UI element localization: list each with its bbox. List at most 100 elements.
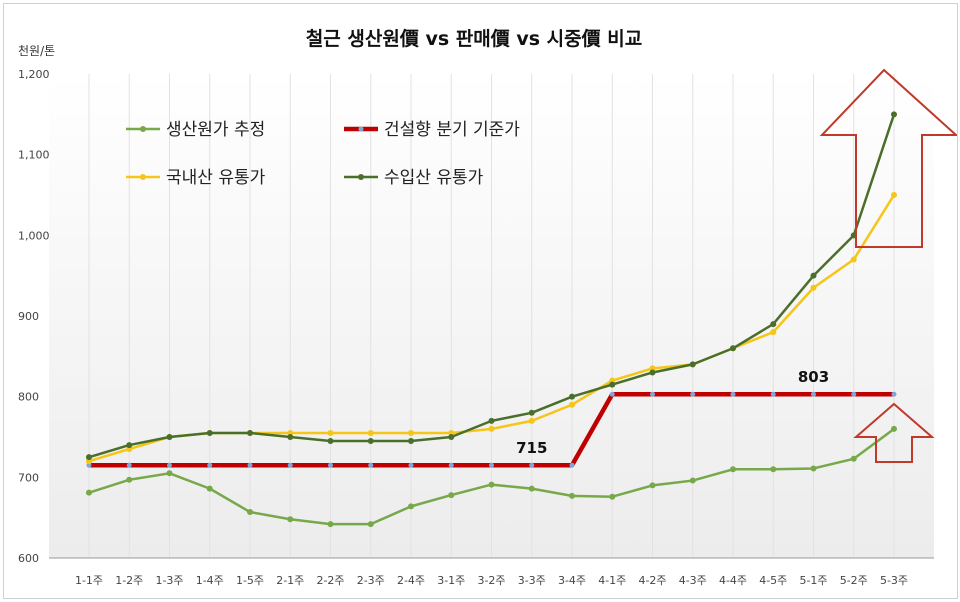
x-tick-5-3주: 5-3주	[880, 574, 908, 587]
data-point-3-10	[488, 417, 495, 424]
x-tick-3-1주: 3-1주	[437, 574, 465, 587]
data-label-803: 803	[798, 368, 829, 386]
series-0	[86, 425, 897, 528]
data-point-1-4	[247, 462, 253, 468]
data-point-3-14	[649, 369, 656, 376]
x-tick-1-1주: 1-1주	[75, 574, 103, 587]
data-point-3-18	[810, 272, 817, 279]
data-point-0-5	[287, 516, 294, 523]
data-label-715: 715	[516, 439, 547, 457]
data-point-0-18	[810, 465, 817, 472]
x-tick-4-4주: 4-4주	[719, 574, 747, 587]
x-tick-2-1주: 2-1주	[276, 574, 304, 587]
legend-label-construction-price: 건설향 분기 기준가	[384, 120, 520, 140]
data-point-0-14	[649, 482, 656, 489]
y-tick-1,000: 1,000	[18, 229, 50, 242]
data-point-3-9	[448, 434, 455, 440]
series-1	[86, 391, 897, 468]
x-tick-1-5주: 1-5주	[236, 574, 264, 587]
data-point-0-16	[730, 466, 736, 473]
data-point-2-10	[488, 425, 495, 432]
data-point-3-0	[86, 454, 92, 461]
data-point-3-2	[166, 434, 173, 440]
data-point-0-2	[166, 470, 173, 477]
series-layer	[86, 111, 897, 528]
data-point-1-1	[126, 462, 132, 468]
data-point-3-7	[367, 438, 374, 445]
x-tick-labels: 1-1주 1-2주 1-3주 1-4주 1-5주 2-1주 2-2주 2-3주 2-4주 3-1주…	[75, 574, 908, 587]
x-tick-1-4주: 1-4주	[196, 574, 224, 587]
x-tick-3-4주: 3-4주	[558, 574, 586, 587]
x-tick-1-3주: 1-3주	[155, 574, 183, 587]
data-point-1-18	[811, 391, 816, 397]
small-up-arrow	[853, 402, 935, 463]
data-point-1-7	[368, 462, 374, 468]
x-tick-1-2주: 1-2주	[115, 574, 143, 587]
data-point-1-5	[287, 462, 293, 468]
legend-marker-production-cost	[140, 126, 146, 132]
x-tick-5-1주: 5-1주	[799, 574, 827, 587]
data-point-0-1	[126, 476, 133, 483]
data-point-2-18	[810, 284, 817, 291]
data-point-0-19	[850, 455, 857, 462]
data-point-0-8	[408, 503, 414, 510]
data-point-3-4	[247, 429, 253, 436]
y-axis-label: 천원/톤	[18, 43, 55, 58]
data-point-3-6	[327, 438, 334, 445]
chart-frame: 600 700 800 900 1,000 1,100 1,200 1-1주 1-2주 1-3주…	[3, 3, 959, 599]
data-point-0-20	[891, 425, 897, 432]
data-point-1-0	[86, 462, 92, 468]
data-point-0-17	[770, 466, 777, 473]
y-tick-700: 700	[18, 471, 39, 484]
legend-marker-import-price	[358, 174, 364, 180]
data-point-1-9	[448, 462, 454, 468]
x-tick-3-3주: 3-3주	[518, 574, 546, 587]
data-point-3-1	[126, 442, 133, 449]
data-point-3-5	[287, 434, 294, 440]
chart-title: 철근 생산원價 vs 판매價 vs 시중價 비교	[306, 27, 642, 50]
data-point-0-12	[569, 492, 575, 499]
data-point-0-3	[206, 485, 213, 492]
y-tick-600: 600	[18, 552, 39, 565]
data-point-2-19	[850, 256, 857, 263]
legend: 생산원가 추정 건설향 분기 기준가 국내산 유통가 수입산 유통가	[126, 120, 520, 188]
line-chart: 600 700 800 900 1,000 1,100 1,200 1-1주 1-2주 1-3주…	[18, 27, 959, 587]
data-point-1-14	[650, 391, 655, 397]
data-point-0-10	[488, 481, 495, 488]
data-point-0-9	[448, 492, 455, 499]
data-point-0-6	[327, 521, 334, 528]
legend-label-import-price: 수입산 유통가	[384, 168, 484, 188]
data-point-2-8	[408, 429, 414, 436]
data-point-1-19	[851, 391, 857, 397]
data-point-3-11	[528, 409, 535, 416]
x-tick-4-5주: 4-5주	[759, 574, 787, 587]
data-point-0-7	[367, 521, 374, 528]
data-point-1-20	[891, 391, 897, 397]
y-tick-900: 900	[18, 310, 39, 323]
series-3	[86, 111, 897, 461]
data-point-1-10	[489, 462, 494, 468]
y-tick-1,100: 1,100	[18, 149, 50, 162]
x-tick-2-3주: 2-3주	[357, 574, 385, 587]
data-point-0-13	[609, 493, 616, 500]
data-point-1-17	[770, 391, 776, 397]
legend-marker-domestic-price	[140, 174, 146, 180]
data-point-3-17	[770, 321, 777, 328]
data-point-1-13	[609, 391, 615, 397]
data-point-2-7	[367, 429, 374, 436]
annotation-layer: 715 803	[516, 368, 829, 457]
data-point-3-15	[689, 361, 696, 368]
large-up-arrow	[819, 68, 959, 248]
y-tick-labels: 600 700 800 900 1,000 1,100 1,200	[18, 68, 50, 565]
data-point-1-2	[167, 462, 172, 468]
data-point-3-20	[891, 111, 897, 118]
data-point-0-0	[86, 489, 92, 496]
data-point-3-13	[609, 381, 616, 388]
data-point-1-6	[328, 462, 333, 468]
x-tick-4-2주: 4-2주	[638, 574, 666, 587]
data-point-0-4	[247, 509, 253, 516]
data-point-1-8	[408, 462, 414, 468]
x-tick-4-3주: 4-3주	[679, 574, 707, 587]
data-point-1-16	[730, 391, 736, 397]
data-point-0-15	[689, 477, 696, 484]
